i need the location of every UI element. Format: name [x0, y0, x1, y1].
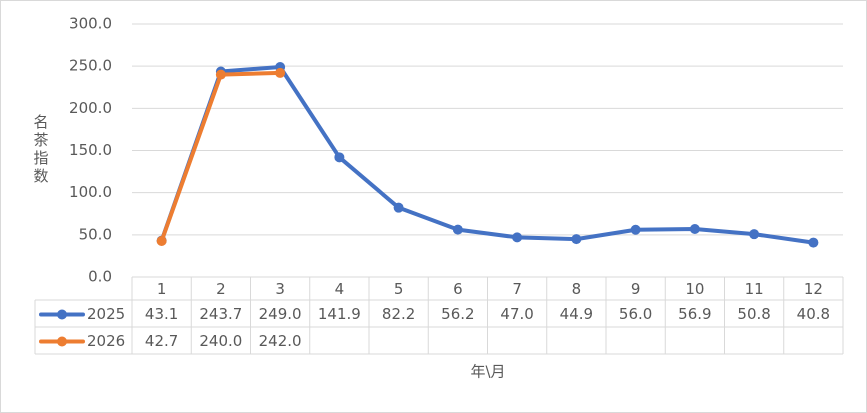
- x-tick-label: 11: [745, 280, 764, 298]
- marker: [275, 67, 286, 78]
- table-value: 47.0: [500, 305, 533, 323]
- y-axis-title: 名茶指数: [32, 114, 50, 186]
- x-tick-label: 12: [804, 280, 823, 298]
- table-value: 249.0: [259, 305, 302, 323]
- table-value: 56.9: [678, 305, 711, 323]
- marker: [393, 202, 404, 213]
- marker: [215, 69, 226, 80]
- table-value: 56.2: [441, 305, 474, 323]
- marker: [334, 152, 345, 163]
- y-tick-label: 200.0: [69, 99, 112, 117]
- marker: [749, 229, 760, 240]
- x-axis-title: 年\月: [470, 363, 505, 381]
- y-tick-label: 100.0: [69, 183, 112, 201]
- legend-key-marker: [57, 309, 67, 320]
- marker: [156, 235, 167, 246]
- marker: [808, 237, 819, 248]
- y-tick-label: 300.0: [69, 15, 112, 33]
- y-tick-label: 0.0: [88, 268, 112, 286]
- legend-label: 2026: [87, 332, 125, 350]
- x-tick-label: 4: [335, 280, 345, 298]
- table-value: 240.0: [199, 332, 242, 350]
- series-line: [159, 65, 816, 245]
- table-value: 44.9: [560, 305, 593, 323]
- x-tick-label: 3: [275, 280, 285, 298]
- marker: [630, 224, 641, 235]
- table-value: 243.7: [199, 305, 242, 323]
- legend-key-marker: [57, 336, 67, 347]
- table-value: 42.7: [145, 332, 178, 350]
- table-value: 56.0: [619, 305, 652, 323]
- marker: [689, 224, 700, 235]
- table-value: 50.8: [737, 305, 770, 323]
- x-tick-label: 8: [572, 280, 582, 298]
- x-tick-label: 1: [157, 280, 167, 298]
- y-tick-label: 50.0: [79, 225, 112, 243]
- legend-label: 2025: [87, 305, 125, 323]
- table-value: 40.8: [797, 305, 830, 323]
- table-value: 141.9: [318, 305, 361, 323]
- table-value: 82.2: [382, 305, 415, 323]
- marker: [571, 234, 582, 245]
- x-tick-label: 10: [685, 280, 704, 298]
- x-tick-label: 5: [394, 280, 404, 298]
- y-tick-label: 150.0: [69, 141, 112, 159]
- x-tick-label: 2: [216, 280, 226, 298]
- y-tick-label: 250.0: [69, 57, 112, 75]
- x-tick-label: 9: [631, 280, 641, 298]
- table-value: 43.1: [145, 305, 178, 323]
- table-value: 242.0: [259, 332, 302, 350]
- x-tick-label: 6: [453, 280, 463, 298]
- marker: [512, 232, 523, 243]
- x-tick-label: 7: [512, 280, 522, 298]
- marker: [452, 224, 463, 235]
